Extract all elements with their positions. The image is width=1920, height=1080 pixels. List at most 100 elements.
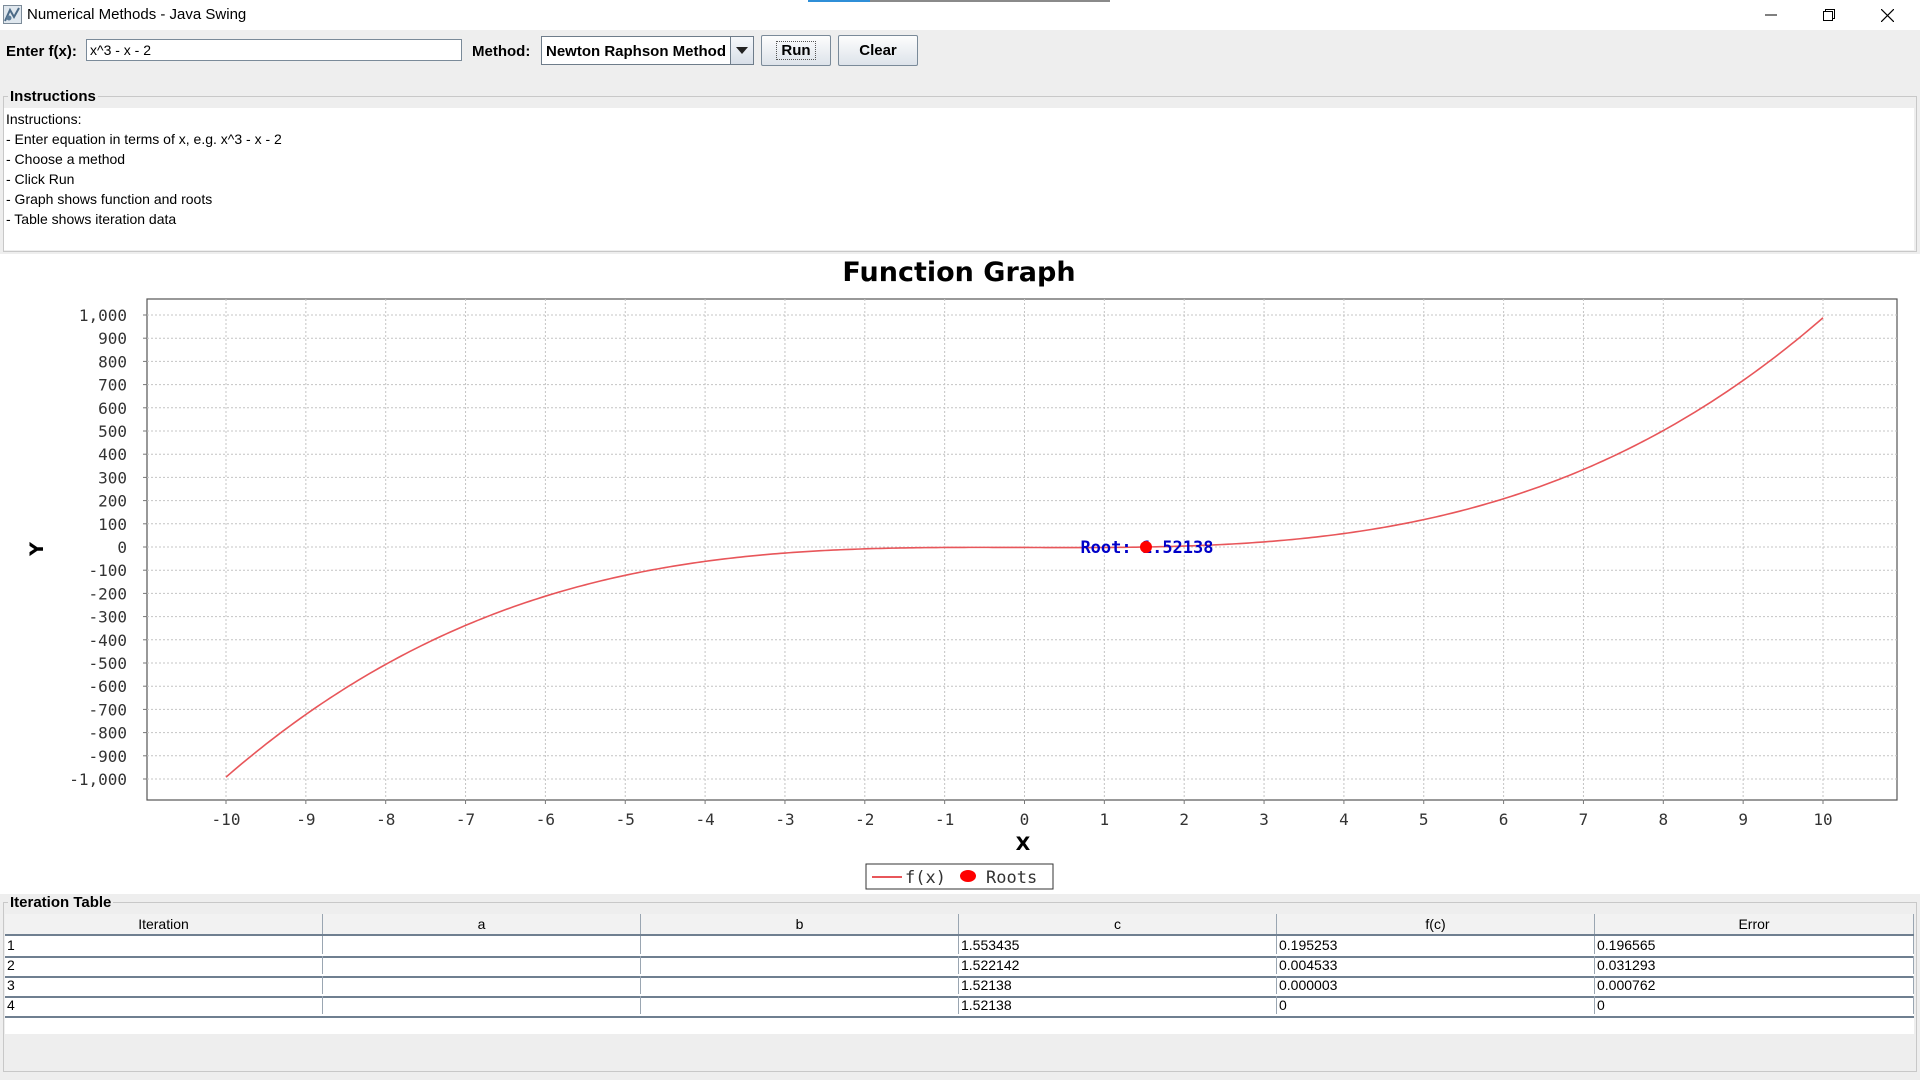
x-tick-label: -6	[536, 810, 555, 829]
table-header: Iteration a b c f(c) Error	[5, 914, 1914, 936]
y-tick-label: 100	[98, 515, 127, 534]
table-cell[interactable]	[641, 936, 959, 954]
minimize-button[interactable]	[1742, 0, 1800, 30]
table-cell[interactable]: 0	[1277, 996, 1595, 1014]
y-tick-label: -500	[88, 654, 127, 673]
x-tick-label: 2	[1179, 810, 1189, 829]
column-header-b[interactable]: b	[641, 914, 959, 934]
x-tick-label: -10	[212, 810, 241, 829]
table-cell[interactable]	[323, 936, 641, 954]
y-tick-label: 0	[117, 538, 127, 557]
iteration-table[interactable]: Iteration a b c f(c) Error 1 1.553435 0.…	[5, 914, 1914, 1034]
table-row[interactable]: 2 1.522142 0.004533 0.031293	[5, 956, 1914, 978]
series-fx-line	[225, 317, 1824, 778]
maximize-button[interactable]	[1800, 0, 1858, 30]
x-tick-label: -9	[296, 810, 315, 829]
method-label: Method:	[472, 43, 531, 60]
x-tick-label: 5	[1419, 810, 1429, 829]
table-row[interactable]: 3 1.52138 0.000003 0.000762	[5, 976, 1914, 998]
table-row[interactable]: 4 1.52138 0 0	[5, 996, 1914, 1018]
instruction-line: - Enter equation in terms of x, e.g. x^3…	[6, 131, 282, 147]
run-button[interactable]: Run	[761, 35, 831, 66]
close-button[interactable]	[1858, 0, 1916, 30]
instruction-line: - Choose a method	[6, 151, 126, 167]
table-cell[interactable]: 3	[5, 976, 323, 994]
table-cell[interactable]	[323, 976, 641, 994]
x-tick-label: -8	[376, 810, 395, 829]
instructions-title: Instructions	[8, 88, 98, 105]
dropdown-arrow-button[interactable]	[730, 37, 753, 64]
column-header-error[interactable]: Error	[1595, 914, 1914, 934]
window-titlebar: Numerical Methods - Java Swing	[0, 0, 1920, 30]
iteration-table-border	[3, 902, 1917, 1072]
fx-label: Enter f(x):	[6, 43, 77, 60]
run-button-label: Run	[776, 41, 816, 60]
x-tick-label: -5	[616, 810, 635, 829]
minimize-icon	[1765, 14, 1777, 16]
table-cell[interactable]: 0.195253	[1277, 936, 1595, 954]
column-header-iteration[interactable]: Iteration	[5, 914, 323, 934]
clear-button[interactable]: Clear	[838, 35, 918, 66]
table-cell[interactable]: 2	[5, 956, 323, 974]
y-tick-label: -1,000	[69, 770, 127, 789]
table-cell[interactable]	[641, 996, 959, 1014]
table-cell[interactable]: 0.004533	[1277, 956, 1595, 974]
x-tick-label: -1	[935, 810, 954, 829]
function-graph[interactable]: Function Graph1,000900800700600500400300…	[0, 254, 1920, 900]
instruction-line: - Table shows iteration data	[6, 211, 177, 227]
table-cell[interactable]	[323, 956, 641, 974]
table-cell[interactable]: 1.553435	[959, 936, 1277, 954]
table-row[interactable]: 1 1.553435 0.195253 0.196565	[5, 936, 1914, 958]
table-cell[interactable]: 1	[5, 936, 323, 954]
column-header-fc[interactable]: f(c)	[1277, 914, 1595, 934]
iteration-table-panel: Iteration Table Iteration a b c f(c) Err…	[0, 894, 1920, 1080]
close-icon	[1880, 8, 1894, 22]
y-tick-label: -400	[88, 631, 127, 650]
table-cell[interactable]: 0.000762	[1595, 976, 1914, 994]
y-tick-label: 400	[98, 445, 127, 464]
x-tick-label: 7	[1579, 810, 1589, 829]
method-select[interactable]: Newton Raphson Method	[541, 36, 754, 65]
y-tick-label: -600	[88, 677, 127, 696]
table-cell[interactable]: 1.52138	[959, 976, 1277, 994]
table-cell[interactable]: 1.522142	[959, 956, 1277, 974]
y-tick-label: -700	[88, 700, 127, 719]
instructions-textarea[interactable]: Instructions: - Enter equation in terms …	[4, 108, 1914, 250]
table-cell[interactable]	[323, 996, 641, 1014]
y-tick-label: 700	[98, 376, 127, 395]
x-tick-label: 1	[1100, 810, 1110, 829]
table-cell[interactable]	[641, 956, 959, 974]
x-tick-label: 9	[1738, 810, 1748, 829]
column-header-a[interactable]: a	[323, 914, 641, 934]
table-cell[interactable]: 0	[1595, 996, 1914, 1014]
table-cell[interactable]: 0.031293	[1595, 956, 1914, 974]
table-cell[interactable]: 0.000003	[1277, 976, 1595, 994]
table-cell[interactable]: 4	[5, 996, 323, 1014]
instruction-line: - Graph shows function and roots	[6, 191, 213, 207]
titlebar-accent	[808, 0, 1110, 2]
chevron-down-icon	[736, 46, 748, 54]
y-tick-label: -300	[88, 608, 127, 627]
function-graph-panel[interactable]: Function Graph 1,000 900 800 700 600 500 400 300…	[0, 254, 1920, 900]
x-tick-label: 0	[1020, 810, 1030, 829]
table-cell[interactable]	[641, 976, 959, 994]
table-cell[interactable]: 0.196565	[1595, 936, 1914, 954]
window-title: Numerical Methods - Java Swing	[27, 6, 247, 23]
legend-roots-swatch	[960, 870, 976, 882]
table-cell[interactable]: 1.52138	[959, 996, 1277, 1014]
plot-area	[146, 298, 1898, 801]
x-tick-label: -4	[695, 810, 714, 829]
column-header-c[interactable]: c	[959, 914, 1277, 934]
x-tick-label: 4	[1339, 810, 1349, 829]
instruction-line: - Click Run	[6, 171, 75, 187]
x-tick-label: 6	[1499, 810, 1509, 829]
instruction-line: Instructions:	[6, 111, 82, 127]
y-tick-label: -100	[88, 561, 127, 580]
y-tick-label: -900	[88, 747, 127, 766]
y-tick-label: 800	[98, 352, 127, 371]
fx-input[interactable]	[86, 39, 462, 61]
maximize-icon	[1823, 9, 1835, 21]
y-tick-label: 200	[98, 492, 127, 511]
clear-button-label: Clear	[859, 42, 897, 59]
y-tick-label: 500	[98, 422, 127, 441]
